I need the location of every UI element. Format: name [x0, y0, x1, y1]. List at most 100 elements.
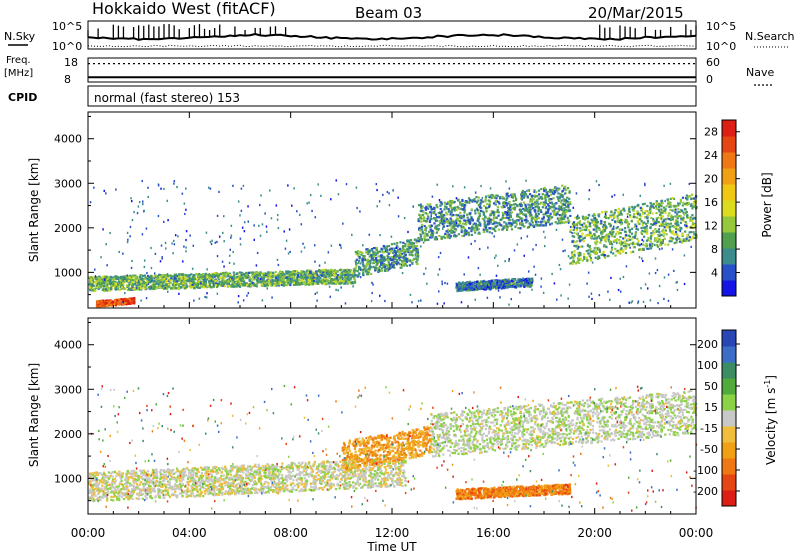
power-cell	[652, 218, 655, 221]
power-cell	[529, 223, 532, 226]
power-cell	[358, 255, 361, 259]
power-cell	[408, 253, 411, 256]
power-cell	[219, 276, 223, 279]
power-cell	[363, 258, 366, 262]
power-cell	[619, 248, 622, 251]
power-cell	[361, 268, 364, 272]
power-cell	[575, 229, 579, 232]
power-cell	[136, 286, 139, 289]
power-cell	[357, 255, 360, 258]
power-cell	[150, 279, 154, 282]
power-cell	[321, 269, 324, 272]
power-cell	[553, 189, 556, 193]
power-cell	[102, 275, 105, 278]
power-cell	[200, 275, 203, 278]
power-cell	[597, 235, 600, 238]
power-cell	[433, 210, 436, 214]
power-cell	[162, 281, 165, 284]
power-cell	[646, 209, 649, 213]
power-cell	[375, 259, 378, 262]
power-cell	[641, 207, 644, 210]
power-cell	[462, 208, 465, 211]
power-cell	[122, 302, 125, 305]
power-cell	[534, 220, 538, 223]
power-cell	[479, 285, 483, 288]
power-cell	[481, 200, 485, 203]
power-cell	[664, 229, 667, 232]
power-cell	[220, 283, 223, 286]
power-cell	[383, 247, 386, 250]
power-cell	[587, 234, 590, 237]
power-cell	[537, 202, 540, 205]
power-cell	[434, 219, 438, 222]
power-cell	[169, 282, 172, 285]
power-cell	[474, 281, 477, 284]
power-cell	[670, 231, 673, 234]
power-cell	[407, 239, 410, 242]
power-cell	[621, 219, 624, 222]
power-cell	[285, 276, 288, 279]
power-cell	[600, 253, 603, 257]
power-cell	[233, 281, 236, 284]
power-cell	[252, 278, 256, 281]
power-cell	[657, 208, 660, 211]
power-cell	[537, 189, 541, 192]
power-cell	[655, 244, 658, 247]
power-cell	[435, 216, 439, 219]
power-cell	[344, 272, 347, 275]
power-cell	[488, 199, 491, 202]
power-cell	[127, 284, 131, 287]
power-cell	[361, 257, 364, 261]
power-cell	[634, 232, 637, 235]
power-cell	[647, 239, 650, 242]
power-cell	[580, 223, 584, 226]
power-cell	[594, 256, 597, 259]
power-cell	[113, 277, 116, 280]
power-cell	[229, 272, 232, 275]
power-cell	[362, 273, 365, 276]
power-cell	[380, 254, 383, 257]
power-cell	[361, 260, 364, 263]
power-cell	[445, 207, 449, 210]
power-cell	[659, 241, 663, 244]
power-cell	[130, 300, 133, 303]
power-cell	[90, 285, 93, 288]
power-cell	[457, 233, 461, 236]
power-cell	[262, 273, 266, 276]
power-cell	[660, 205, 663, 208]
power-cell	[495, 197, 498, 200]
power-cell	[626, 224, 630, 227]
power-cell	[157, 279, 160, 282]
power-cell	[478, 231, 481, 234]
power-cell	[443, 214, 446, 217]
power-cell	[568, 191, 571, 194]
noise-sky-line	[87, 32, 697, 41]
power-cell	[285, 270, 288, 273]
power-cell	[307, 278, 310, 282]
power-cell	[114, 304, 118, 307]
power-cell	[164, 277, 167, 280]
power-cell	[363, 257, 366, 260]
power-cell	[558, 205, 561, 208]
power-cell	[113, 281, 117, 284]
power-cell	[472, 199, 475, 202]
power-cell	[669, 218, 673, 222]
power-cell	[255, 285, 258, 288]
power-cell	[661, 241, 664, 244]
power-cell	[504, 226, 507, 229]
power-cell	[658, 224, 662, 228]
power-cell	[498, 223, 502, 226]
power-cell	[675, 238, 678, 242]
date-title: 20/Mar/2015	[588, 4, 684, 22]
power-cell	[547, 204, 551, 208]
power-cell	[479, 209, 483, 213]
power-cell	[398, 252, 402, 255]
power-cell	[691, 219, 694, 222]
power-cell	[112, 280, 115, 283]
power-cell	[120, 303, 124, 306]
power-cell	[518, 212, 522, 215]
power-cell	[192, 287, 196, 290]
power-cell	[227, 280, 230, 283]
power-cell	[593, 216, 596, 220]
power-cell	[546, 208, 550, 211]
